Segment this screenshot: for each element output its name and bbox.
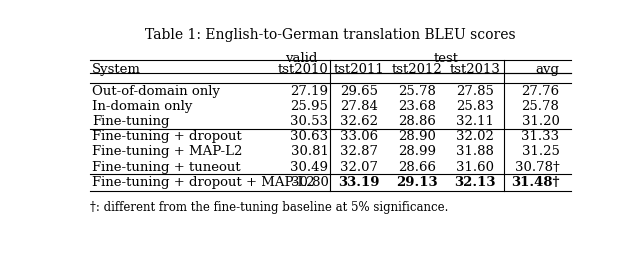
Text: 31.33: 31.33	[522, 130, 559, 143]
Text: 25.78: 25.78	[522, 100, 559, 113]
Text: 31.25: 31.25	[522, 145, 559, 159]
Text: 32.02: 32.02	[456, 130, 493, 143]
Text: tst2011: tst2011	[334, 63, 385, 76]
Text: 28.86: 28.86	[398, 115, 436, 128]
Text: †: different from the fine-tuning baseline at 5% significance.: †: different from the fine-tuning baseli…	[90, 201, 448, 214]
Text: Out-of-domain only: Out-of-domain only	[92, 85, 220, 98]
Text: 33.19: 33.19	[339, 176, 380, 189]
Text: 27.85: 27.85	[456, 85, 493, 98]
Text: Table 1: English-to-German translation BLEU scores: Table 1: English-to-German translation B…	[145, 28, 516, 42]
Text: 25.78: 25.78	[398, 85, 436, 98]
Text: 32.13: 32.13	[454, 176, 495, 189]
Text: 29.13: 29.13	[396, 176, 438, 189]
Text: 30.49: 30.49	[291, 161, 328, 174]
Text: Fine-tuning + MAP-L2: Fine-tuning + MAP-L2	[92, 145, 243, 159]
Text: 32.87: 32.87	[340, 145, 378, 159]
Text: System: System	[92, 63, 141, 76]
Text: 30.81: 30.81	[291, 145, 328, 159]
Text: tst2012: tst2012	[392, 63, 442, 76]
Text: 28.90: 28.90	[398, 130, 436, 143]
Text: 23.68: 23.68	[398, 100, 436, 113]
Text: 30.63: 30.63	[291, 130, 328, 143]
Text: avg: avg	[536, 63, 559, 76]
Text: 25.83: 25.83	[456, 100, 493, 113]
Text: 30.78†: 30.78†	[515, 161, 559, 174]
Text: 31.88: 31.88	[456, 145, 493, 159]
Text: 25.95: 25.95	[291, 100, 328, 113]
Text: 31.48†: 31.48†	[511, 176, 559, 189]
Text: 30.80: 30.80	[291, 176, 328, 189]
Text: Fine-tuning + dropout: Fine-tuning + dropout	[92, 130, 242, 143]
Text: 27.84: 27.84	[340, 100, 378, 113]
Text: 30.53: 30.53	[291, 115, 328, 128]
Text: 28.99: 28.99	[398, 145, 436, 159]
Text: In-domain only: In-domain only	[92, 100, 192, 113]
Text: Fine-tuning + tuneout: Fine-tuning + tuneout	[92, 161, 241, 174]
Text: 27.76: 27.76	[522, 85, 559, 98]
Text: tst2013: tst2013	[449, 63, 500, 76]
Text: tst2010: tst2010	[278, 63, 328, 76]
Text: 29.65: 29.65	[340, 85, 378, 98]
Text: 32.07: 32.07	[340, 161, 378, 174]
Text: 28.66: 28.66	[398, 161, 436, 174]
Text: Fine-tuning: Fine-tuning	[92, 115, 170, 128]
Text: 31.20: 31.20	[522, 115, 559, 128]
Text: 31.60: 31.60	[456, 161, 494, 174]
Text: 32.62: 32.62	[340, 115, 378, 128]
Text: 27.19: 27.19	[291, 85, 328, 98]
Text: test: test	[433, 52, 458, 65]
Text: 32.11: 32.11	[456, 115, 493, 128]
Text: 33.06: 33.06	[340, 130, 378, 143]
Text: Fine-tuning + dropout + MAP-L2: Fine-tuning + dropout + MAP-L2	[92, 176, 314, 189]
Text: valid: valid	[285, 52, 318, 65]
